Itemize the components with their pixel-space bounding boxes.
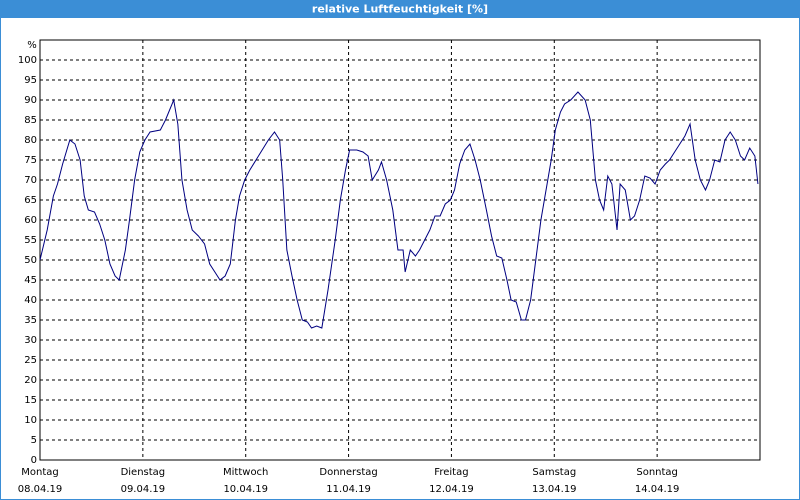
title-bar <box>0 0 800 18</box>
x-tick-label: Samstag <box>532 467 576 478</box>
y-tick-label: 95 <box>24 75 37 86</box>
y-tick-label: 10 <box>24 415 37 426</box>
x-tick-label: Sonntag <box>636 467 678 478</box>
y-tick-label: 25 <box>24 355 37 366</box>
y-tick-label: 55 <box>24 235 37 246</box>
y-tick-label: 20 <box>24 375 37 386</box>
chart-title: relative Luftfeuchtigkeit [%] <box>312 3 488 16</box>
x-tick-date: 13.04.19 <box>532 484 577 495</box>
x-tick-date: 12.04.19 <box>429 484 474 495</box>
y-tick-label: 40 <box>24 295 37 306</box>
y-tick-label: 75 <box>24 155 37 166</box>
y-tick-label: 50 <box>24 255 37 266</box>
x-tick-label: Dienstag <box>121 467 166 478</box>
y-tick-label: 90 <box>24 95 37 106</box>
y-tick-label: 85 <box>24 115 37 126</box>
y-tick-label: 80 <box>24 135 37 146</box>
y-tick-label: 60 <box>24 215 37 226</box>
x-tick-label: Montag <box>21 467 58 478</box>
y-tick-label: 5 <box>31 435 37 446</box>
x-tick-date: 09.04.19 <box>121 484 166 495</box>
y-tick-label: 15 <box>24 395 37 406</box>
x-tick-date: 11.04.19 <box>326 484 371 495</box>
x-tick-date: 14.04.19 <box>635 484 680 495</box>
y-tick-label: 35 <box>24 315 37 326</box>
x-tick-date: 08.04.19 <box>18 484 63 495</box>
y-tick-label: 30 <box>24 335 37 346</box>
y-tick-label: 65 <box>24 195 37 206</box>
x-tick-label: Freitag <box>434 467 468 478</box>
y-tick-label: 45 <box>24 275 37 286</box>
x-tick-label: Mittwoch <box>223 467 268 478</box>
y-tick-label: 70 <box>24 175 37 186</box>
x-tick-label: Donnerstag <box>319 467 377 478</box>
y-tick-label: 100 <box>18 55 37 66</box>
plot-frame <box>39 39 761 461</box>
y-axis-label: % <box>27 40 37 51</box>
line-series <box>39 91 759 329</box>
y-tick-label: 0 <box>31 455 37 466</box>
x-tick-date: 10.04.19 <box>223 484 268 495</box>
